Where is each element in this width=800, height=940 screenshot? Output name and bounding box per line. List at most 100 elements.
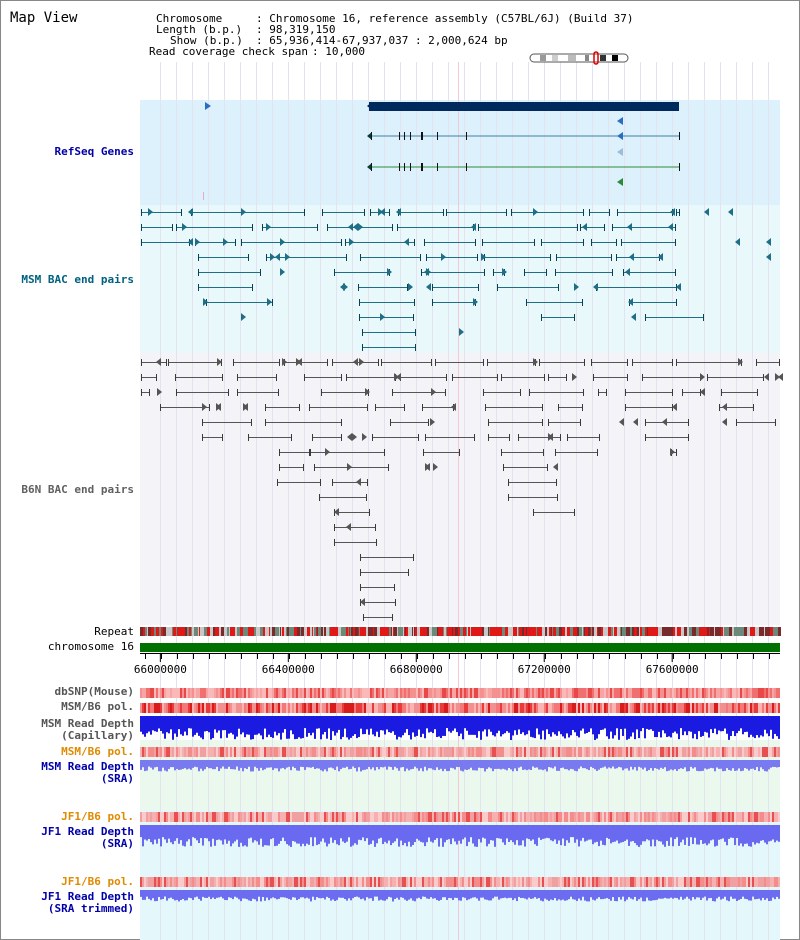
msm-depth-capillary [568, 716, 570, 738]
msm-pol-heat-2 [544, 747, 546, 757]
bac-end [474, 434, 475, 441]
jf1-depth-sra [434, 825, 436, 840]
jf1-depth-sra [512, 825, 514, 843]
dbsnp-heat [140, 688, 142, 698]
msm-pol-heat [212, 703, 214, 713]
jf1-pol-heat-2 [368, 877, 370, 887]
bac-end [415, 329, 416, 336]
dbsnp-heat [506, 688, 508, 698]
jf1-pol-heat-2 [318, 877, 320, 887]
jf1-depth-trimmed [648, 890, 650, 901]
jf1-pol-heat [544, 812, 546, 822]
msm-depth-capillary [198, 716, 200, 736]
bac-arrow [223, 238, 228, 246]
repeat-block [382, 627, 385, 636]
jf1-pol-heat [530, 812, 532, 822]
msm-pol-heat [616, 703, 618, 713]
track-label-sra-trimmed: (SRA trimmed) [47, 902, 134, 915]
repeat-block [704, 627, 707, 636]
msm-depth-capillary [496, 716, 498, 734]
dbsnp-heat [626, 688, 628, 698]
jf1-depth-trimmed [300, 890, 302, 898]
bac-end [529, 389, 530, 396]
msm-depth-capillary [256, 716, 258, 735]
track-label-refseq-genes[interactable]: RefSeq Genes [54, 145, 134, 158]
jf1-pol-heat-2 [190, 877, 192, 887]
msm-pol-heat [428, 703, 430, 713]
dbsnp-heat [372, 688, 374, 698]
msm-pol-heat-2 [698, 747, 700, 757]
bac-end [493, 269, 494, 276]
b6n-bac-track[interactable] [141, 358, 783, 621]
jf1-pol-heat-2 [620, 877, 622, 887]
msm-pol-heat [578, 703, 580, 713]
msm-depth-capillary [524, 716, 526, 736]
msm-pol-heat [210, 703, 212, 713]
msm-depth-capillary [762, 716, 764, 737]
msm-depth-capillary [424, 716, 426, 739]
msm-depth-capillary [330, 716, 332, 740]
msm-bac-track[interactable] [141, 208, 771, 351]
msm-depth-capillary [768, 716, 770, 737]
jf1-depth-trimmed [740, 890, 742, 899]
repeat-block [351, 627, 353, 636]
jf1-pol-heat [322, 812, 324, 822]
bac-end [428, 419, 429, 426]
msm-depth-sra [692, 760, 694, 769]
dbsnp-heat [374, 688, 376, 698]
msm-depth-sra [346, 760, 348, 767]
msm-depth-capillary [408, 716, 410, 736]
jf1-pol-heat [548, 812, 550, 822]
repeat-block [373, 627, 374, 636]
chromosome-ideogram[interactable] [529, 51, 629, 65]
msm-depth-capillary [738, 716, 740, 731]
msm-depth-capillary [554, 716, 556, 735]
jf1-pol-heat-2 [486, 877, 488, 887]
jf1-pol-heat [774, 812, 776, 822]
msm-depth-sra [698, 760, 700, 772]
jf1-pol-heat-2 [438, 877, 440, 887]
jf1-pol-heat [704, 812, 706, 822]
bac-end [676, 299, 677, 306]
bac-arrow [572, 373, 577, 381]
bac-end [166, 359, 167, 366]
msm-pol-heat [426, 703, 428, 713]
bac-end [237, 389, 238, 396]
jf1-pol-heat-2 [404, 877, 406, 887]
msm-depth-capillary [466, 716, 468, 731]
msm-pol-heat [268, 703, 270, 713]
msm-pol-heat [270, 703, 272, 713]
dbsnp-heat [232, 688, 234, 698]
repeat-block [479, 627, 481, 636]
jf1-pol-heat-2 [394, 877, 396, 887]
jf1-depth-sra [226, 825, 228, 844]
bac-end [172, 224, 173, 231]
dbsnp-heat [526, 688, 528, 698]
refseq-genes-track[interactable] [203, 102, 680, 200]
msm-depth-sra [726, 760, 728, 769]
dbsnp-heat [450, 688, 452, 698]
repeat-block [684, 627, 687, 636]
msm-pol-heat [230, 703, 232, 713]
jf1-pol-heat-2 [530, 877, 532, 887]
msm-pol-heat [688, 703, 690, 713]
msm-depth-capillary [572, 716, 574, 730]
bac-end [675, 239, 676, 246]
dbsnp-heat [358, 688, 360, 698]
jf1-pol-heat [640, 812, 642, 822]
jf1-pol-heat [336, 812, 338, 822]
msm-pol-heat-2 [644, 747, 646, 757]
repeat-block [394, 627, 397, 636]
bac-arrow [700, 373, 705, 381]
msm-depth-capillary [544, 716, 546, 740]
msm-pol-heat [160, 703, 162, 713]
jf1-depth-trimmed [738, 890, 740, 900]
repeat-block [473, 627, 476, 636]
msm-pol-heat [612, 703, 614, 713]
jf1-pol-heat [262, 812, 264, 822]
dbsnp-heat [536, 688, 538, 698]
track-label-b6n-bac[interactable]: B6N BAC end pairs [21, 483, 134, 496]
jf1-pol-heat-2 [724, 877, 726, 887]
track-label-msm-bac[interactable]: MSM BAC end pairs [21, 273, 134, 286]
msm-pol-heat-2 [378, 747, 380, 757]
